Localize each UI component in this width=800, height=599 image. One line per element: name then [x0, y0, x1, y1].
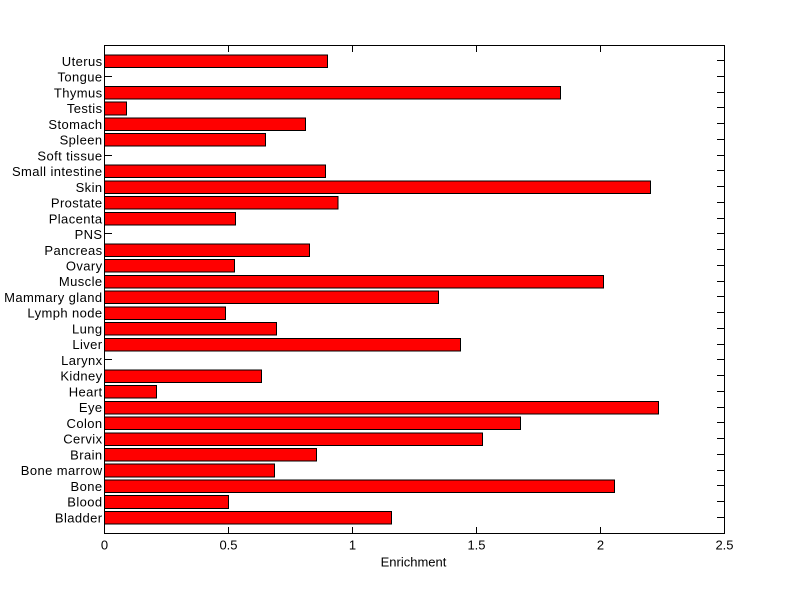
svg-text:Enrichment: Enrichment	[381, 555, 447, 570]
svg-text:Blood: Blood	[67, 495, 102, 510]
svg-text:Bone marrow: Bone marrow	[21, 463, 103, 478]
svg-text:0.5: 0.5	[219, 538, 237, 553]
svg-text:1: 1	[349, 538, 356, 553]
svg-text:Liver: Liver	[72, 337, 102, 352]
svg-text:Pancreas: Pancreas	[44, 243, 102, 258]
svg-text:Testis: Testis	[67, 101, 103, 116]
svg-text:2.5: 2.5	[715, 538, 733, 553]
svg-text:Eye: Eye	[79, 400, 103, 415]
svg-text:Heart: Heart	[69, 384, 103, 399]
svg-text:Uterus: Uterus	[62, 54, 103, 69]
svg-text:Placenta: Placenta	[49, 211, 103, 226]
svg-text:Spleen: Spleen	[60, 133, 103, 148]
svg-text:Cervix: Cervix	[63, 432, 102, 447]
svg-text:Kidney: Kidney	[60, 369, 102, 384]
svg-text:Small intestine: Small intestine	[12, 164, 103, 179]
svg-text:Mammary gland: Mammary gland	[4, 290, 102, 305]
svg-text:Skin: Skin	[76, 180, 103, 195]
svg-text:Bladder: Bladder	[55, 510, 103, 525]
svg-text:Lung: Lung	[72, 321, 103, 336]
svg-text:1.5: 1.5	[467, 538, 485, 553]
svg-text:Brain: Brain	[70, 447, 102, 462]
svg-text:Lymph node: Lymph node	[27, 306, 102, 321]
svg-text:Larynx: Larynx	[61, 353, 103, 368]
svg-text:Ovary: Ovary	[66, 258, 103, 273]
svg-text:Stomach: Stomach	[48, 117, 102, 132]
svg-text:Thymus: Thymus	[54, 85, 103, 100]
svg-text:PNS: PNS	[75, 227, 103, 242]
svg-text:Soft tissue: Soft tissue	[37, 148, 102, 163]
svg-text:Colon: Colon	[67, 416, 103, 431]
svg-text:Tongue: Tongue	[57, 70, 102, 85]
svg-text:0: 0	[101, 538, 108, 553]
svg-text:Prostate: Prostate	[51, 196, 103, 211]
svg-text:Bone: Bone	[71, 479, 103, 494]
svg-text:Muscle: Muscle	[59, 274, 103, 289]
svg-text:2: 2	[597, 538, 604, 553]
